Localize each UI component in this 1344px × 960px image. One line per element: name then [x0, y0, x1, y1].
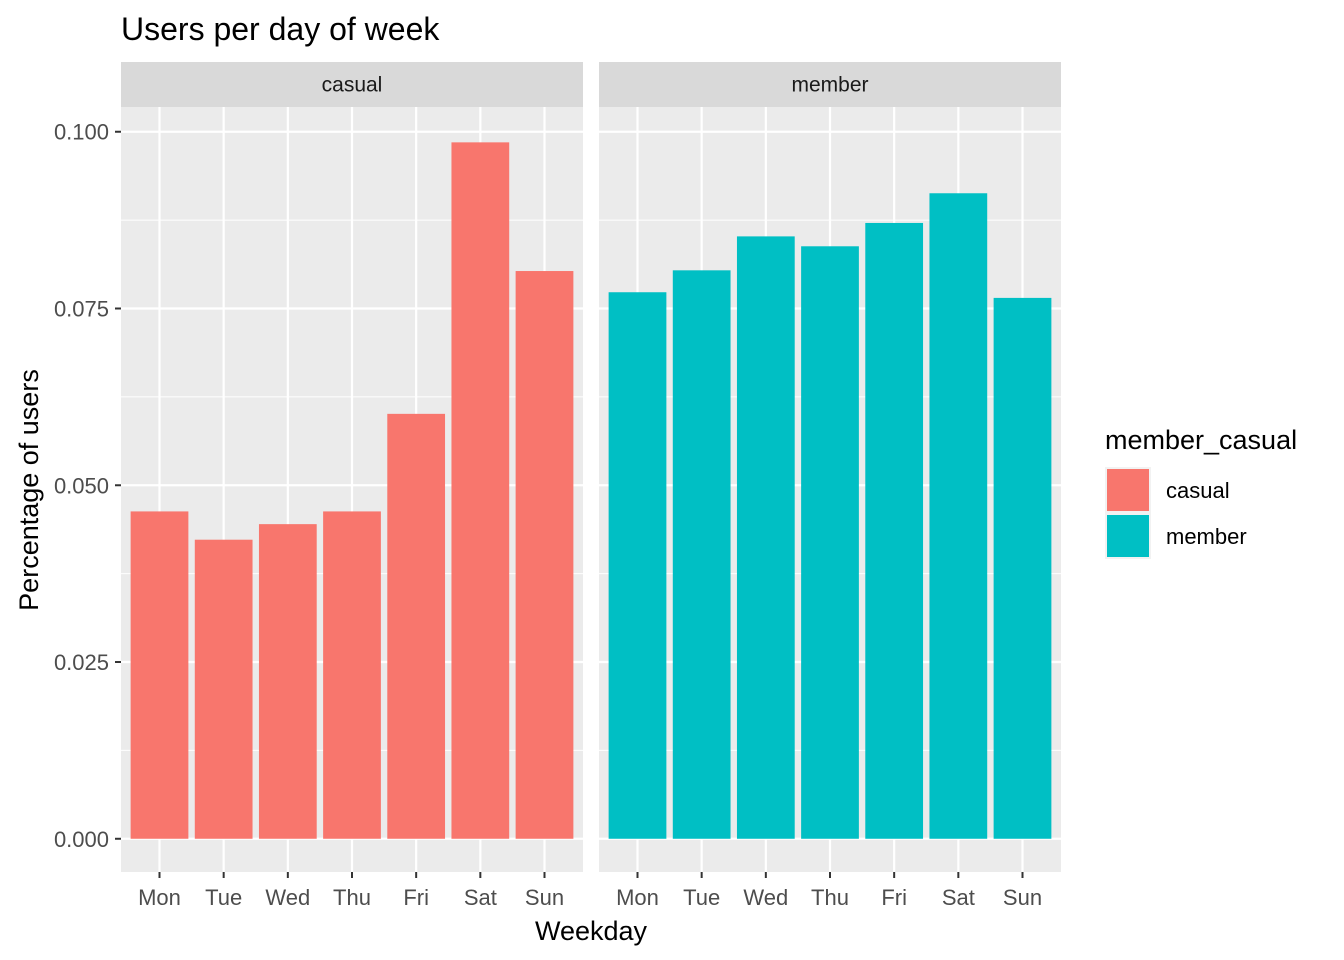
x-axis-title: Weekday [535, 916, 648, 946]
x-tick-label: Sun [1003, 885, 1042, 910]
x-tick-label: Thu [333, 885, 371, 910]
legend: member_casual casual member [1105, 425, 1297, 559]
bar-casual-sun [515, 271, 574, 839]
y-tick-label: 0.050 [54, 473, 109, 498]
x-tick-label: Fri [881, 885, 907, 910]
x-tick-label: Sat [464, 885, 497, 910]
bar-member-mon [608, 292, 667, 839]
legend-title: member_casual [1105, 425, 1297, 455]
y-axis-title: Percentage of users [14, 369, 44, 611]
x-tick-label: Tue [205, 885, 242, 910]
bar-casual-tue [194, 539, 253, 839]
x-tick-label: Wed [265, 885, 310, 910]
bar-casual-mon [130, 511, 189, 839]
legend-swatch-casual [1107, 469, 1149, 511]
legend-label-casual: casual [1166, 478, 1230, 503]
bar-casual-wed [258, 524, 317, 839]
bar-casual-thu [323, 511, 381, 839]
facet-panels: casual Mon Tue Wed Thu Fri Sat Sun member Mon Tue W… [121, 62, 1061, 910]
bar-member-tue [672, 270, 731, 839]
y-tick-label: 0.025 [54, 650, 109, 675]
x-tick-label: Mon [138, 885, 181, 910]
chart-title: Users per day of week [121, 11, 440, 47]
y-axis: 0.000 0.025 0.050 0.075 0.100 [54, 120, 121, 852]
facet-panel-member: member Mon Tue Wed Thu Fri Sat Sun [599, 62, 1061, 910]
legend-swatch-member [1107, 515, 1149, 557]
bar-member-thu [801, 246, 859, 839]
x-tick-label: Fri [403, 885, 429, 910]
facet-strip-label: member [791, 74, 868, 97]
bar-casual-sat [451, 142, 510, 839]
facet-panel-casual: casual Mon Tue Wed Thu Fri Sat Sun [121, 62, 583, 910]
bar-member-fri [865, 222, 924, 839]
bar-member-wed [736, 236, 795, 839]
x-tick-label: Thu [811, 885, 849, 910]
x-tick-label: Mon [616, 885, 659, 910]
y-tick-label: 0.000 [54, 827, 109, 852]
x-tick-label: Wed [743, 885, 788, 910]
bar-member-sun [993, 297, 1052, 839]
y-tick-label: 0.100 [54, 120, 109, 145]
x-tick-label: Tue [683, 885, 720, 910]
bar-casual-fri [387, 413, 446, 839]
y-tick-label: 0.075 [54, 297, 109, 322]
facet-strip [599, 62, 1061, 107]
legend-label-member: member [1166, 524, 1247, 549]
bar-member-sat [929, 193, 988, 839]
facet-strip [121, 62, 583, 107]
x-tick-label: Sun [525, 885, 564, 910]
x-tick-label: Sat [942, 885, 975, 910]
facet-strip-label: casual [322, 74, 383, 97]
